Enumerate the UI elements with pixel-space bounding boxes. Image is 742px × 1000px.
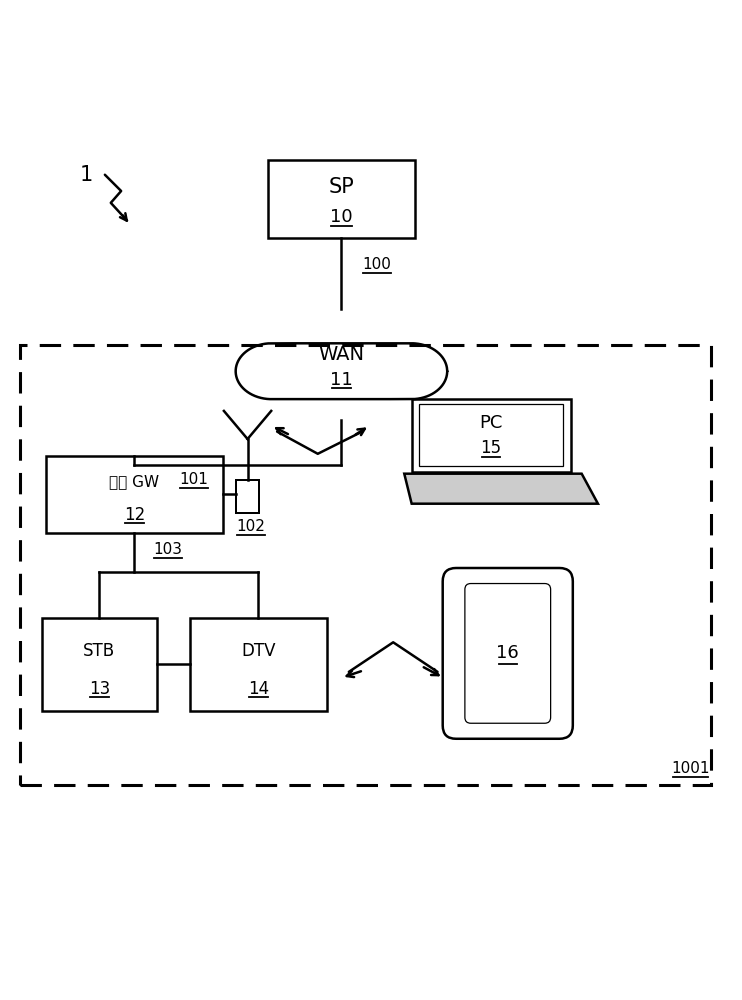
Text: 1: 1 bbox=[80, 165, 93, 185]
Text: 13: 13 bbox=[89, 680, 110, 698]
FancyBboxPatch shape bbox=[412, 399, 571, 472]
Text: 15: 15 bbox=[481, 439, 502, 457]
Text: STB: STB bbox=[83, 642, 116, 660]
Text: 16: 16 bbox=[496, 644, 519, 662]
Text: 100: 100 bbox=[363, 257, 391, 272]
FancyBboxPatch shape bbox=[190, 618, 326, 711]
Text: 101: 101 bbox=[179, 472, 208, 487]
Text: 12: 12 bbox=[124, 506, 145, 524]
FancyBboxPatch shape bbox=[268, 160, 416, 238]
Text: 家庭 GW: 家庭 GW bbox=[109, 475, 160, 490]
Text: 10: 10 bbox=[330, 208, 352, 226]
FancyBboxPatch shape bbox=[465, 584, 551, 723]
Text: 11: 11 bbox=[330, 371, 352, 389]
Text: DTV: DTV bbox=[241, 642, 275, 660]
Text: 102: 102 bbox=[237, 519, 266, 534]
Text: 1001: 1001 bbox=[671, 761, 709, 776]
Text: WAN: WAN bbox=[318, 345, 364, 364]
FancyBboxPatch shape bbox=[419, 404, 563, 466]
FancyBboxPatch shape bbox=[42, 618, 157, 711]
Text: SP: SP bbox=[329, 177, 355, 197]
Text: 14: 14 bbox=[248, 680, 269, 698]
FancyBboxPatch shape bbox=[237, 480, 259, 513]
FancyBboxPatch shape bbox=[443, 568, 573, 739]
Text: 103: 103 bbox=[153, 542, 183, 557]
FancyBboxPatch shape bbox=[46, 456, 223, 533]
Polygon shape bbox=[404, 474, 598, 504]
Text: PC: PC bbox=[479, 414, 503, 432]
